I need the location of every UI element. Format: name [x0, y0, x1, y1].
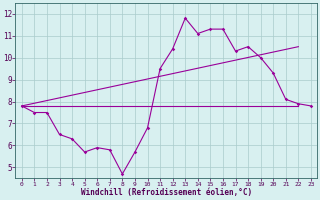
X-axis label: Windchill (Refroidissement éolien,°C): Windchill (Refroidissement éolien,°C): [81, 188, 252, 197]
